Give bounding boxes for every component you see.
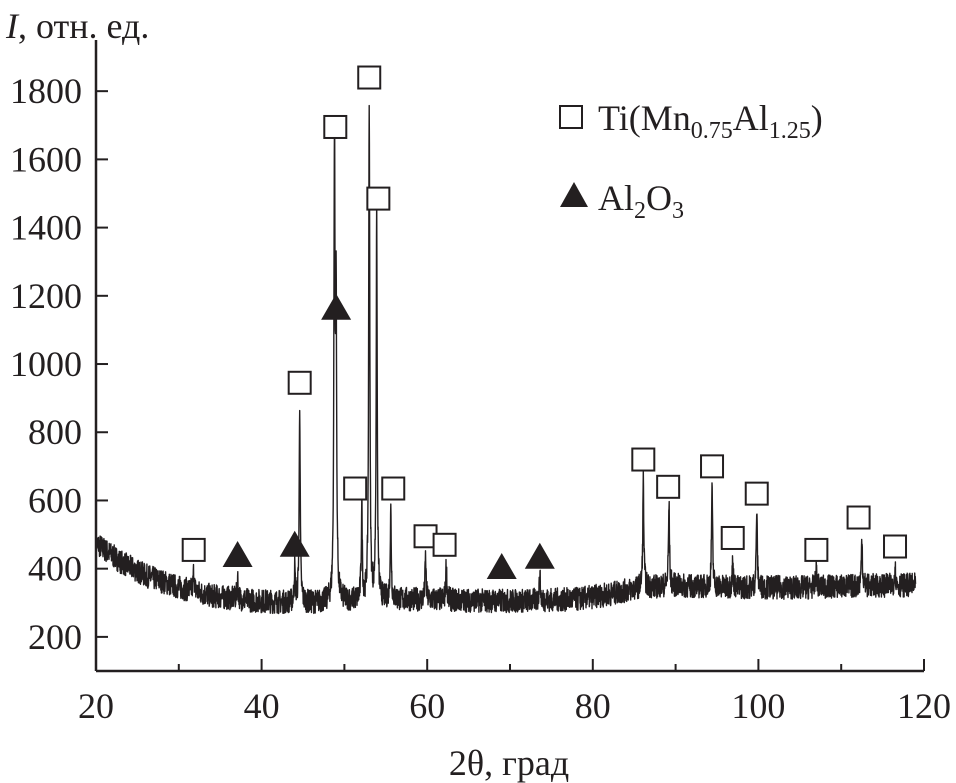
legend-triangle-icon — [560, 182, 588, 207]
y-tick-label: 1200 — [10, 276, 82, 316]
y-axis-title-unit: , отн. ед. — [18, 6, 149, 46]
x-tick-label: 60 — [409, 686, 445, 726]
triangle-marker — [524, 542, 555, 569]
legend-entry-ti-mn-al: Ti(Mn0.75Al1.25) — [598, 98, 823, 144]
y-tick-label: 400 — [28, 549, 82, 589]
square-marker — [381, 476, 406, 501]
square-marker — [720, 525, 745, 550]
svg-text:I, отн. ед.: I, отн. ед. — [5, 6, 149, 46]
square-marker — [432, 532, 457, 557]
square-marker — [804, 537, 829, 562]
y-tick-label: 200 — [28, 617, 82, 657]
triangle-marker — [321, 293, 352, 320]
square-marker — [343, 476, 368, 501]
square-marker — [357, 65, 382, 90]
triangle-marker — [222, 541, 253, 568]
y-tick-label: 1800 — [10, 71, 82, 111]
axes: 200 400 600 800 1000 1200 1400 1600 1800 20 40 60 80… — [10, 40, 951, 726]
square-marker — [883, 534, 908, 559]
x-tick-label: 20 — [78, 686, 114, 726]
square-marker — [323, 114, 348, 139]
legend-square-icon — [559, 105, 583, 129]
y-axis-title: I, отн. ед. — [5, 6, 149, 46]
square-marker — [631, 447, 656, 472]
legend: Ti(Mn0.75Al1.25) Al2O3 — [559, 98, 823, 224]
plot-area — [95, 104, 917, 615]
y-tick-label: 1400 — [10, 208, 82, 248]
triangle-marker — [486, 552, 517, 579]
xrd-pattern-line — [95, 104, 917, 615]
triangle-marker — [279, 530, 310, 557]
y-tick-label: 1600 — [10, 139, 82, 179]
phase-markers — [181, 65, 908, 579]
square-marker — [744, 481, 769, 506]
x-tick-label: 40 — [244, 686, 280, 726]
y-tick-label: 600 — [28, 480, 82, 520]
square-marker — [656, 474, 681, 499]
x-tick-label: 120 — [897, 686, 951, 726]
square-marker — [181, 537, 206, 562]
y-tick-label: 800 — [28, 412, 82, 452]
legend-entry-al2o3: Al2O3 — [598, 178, 684, 224]
y-tick-label: 1000 — [10, 344, 82, 384]
square-marker — [366, 186, 391, 211]
square-marker — [846, 505, 871, 530]
x-tick-label: 100 — [731, 686, 785, 726]
square-marker — [700, 454, 725, 479]
x-tick-label: 80 — [575, 686, 611, 726]
y-axis-title-symbol: I — [5, 6, 20, 46]
x-axis-title: 2θ, град — [449, 743, 569, 783]
square-marker — [287, 370, 312, 395]
